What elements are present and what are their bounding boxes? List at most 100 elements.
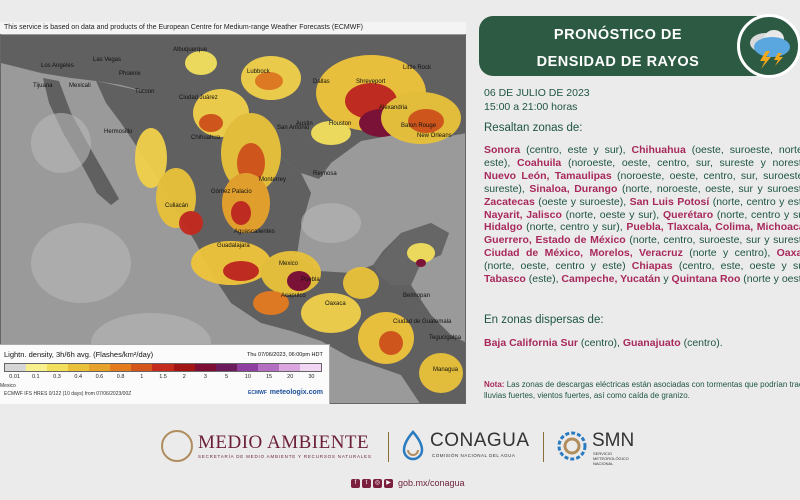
state-detail: (centro, este y sur), [520, 144, 632, 156]
city-label: Culiacán [165, 203, 189, 209]
title-banner: PRONÓSTICO DE DENSIDAD DE RAYOS [479, 16, 757, 76]
city-label: Monterrey [259, 177, 287, 183]
city-label: Los Angeles [41, 63, 74, 69]
state-detail: (centro), [577, 337, 623, 349]
conagua-logo-icon [402, 430, 424, 461]
title-line-1: PRONÓSTICO DE [553, 27, 683, 43]
state-name: Ciudad de México, Morelos, Veracruz [484, 247, 683, 260]
legend-tick-label: 15 [265, 374, 273, 380]
city-label: Austin [296, 121, 313, 127]
state-name: Guanajuato [622, 337, 681, 349]
ecmwf-logo: ECMWF [248, 390, 267, 396]
city-label: Shreveport [356, 79, 386, 85]
legend-valid-time: Thu 07/06/2023, 06:00pm HDT [247, 352, 323, 358]
legend-color-swatch [299, 364, 321, 371]
city-label: Tijuana [33, 83, 53, 89]
legend-tick-label: 30 [308, 374, 315, 380]
state-detail: y [660, 273, 672, 286]
state-detail: (norte, oeste y sur), [561, 208, 663, 221]
city-label: Baton Rouge [401, 123, 437, 129]
legend-title: Lightn. density, 3h/6h avg. (Flashes/km²… [4, 350, 154, 359]
legend-tick-label: 0.4 [74, 374, 83, 380]
city-label: Gómez Palacio [211, 189, 252, 195]
facebook-icon[interactable]: f [351, 479, 360, 488]
city-label: Ciudad de Guatemala [393, 319, 452, 325]
state-name: Puebla, Tlaxcala, Colima, Michoacán, Gue… [484, 221, 800, 247]
legend-tick-label: 0.1 [31, 374, 40, 380]
state-name: Nuevo León, Tamaulipas [484, 169, 612, 182]
highlight-zones-text: Sonora (centro, este y sur), Chihuahua (… [484, 144, 800, 286]
divider [543, 432, 544, 462]
state-detail: (centro). [680, 337, 723, 349]
legend-tick-label: 0.01 [9, 374, 20, 380]
city-label: Ciudad Juárez [179, 95, 218, 101]
legend-color-scale [4, 363, 322, 372]
state-detail: (oeste, suroeste, norte y este), [484, 144, 800, 169]
dispersed-lead: En zonas dispersas de: [484, 314, 604, 326]
footer-logos: MEDIO AMBIENTE SECRETARÍA DE MEDIO AMBIE… [0, 418, 800, 478]
map-credit: This service is based on data and produc… [0, 22, 466, 34]
city-label: Aguascalientes [234, 229, 275, 235]
legend-color-swatch [257, 364, 279, 371]
legend-color-swatch [47, 364, 69, 371]
legend-ticks: 0.01 0.1 0.3 0.4 0.6 0.8 1 1.5 2 3 5 10 15 20 30 [4, 374, 322, 380]
gob-url-link[interactable]: gob.mx/conagua [398, 478, 465, 488]
forecast-date: 06 DE JULIO DE 2023 [484, 87, 590, 99]
city-label: Phoenix [119, 71, 141, 77]
conagua-logo: CONAGUA [430, 430, 530, 451]
storm-cloud-icon [737, 14, 800, 78]
legend-color-swatch [26, 364, 48, 371]
state-name: Sonora [484, 144, 521, 156]
state-detail: (noroeste, oeste, centro, sur, suroeste … [484, 169, 800, 195]
legend-source: ECMWF IFS HRES 0/122 (10 days) from 07/0… [4, 391, 132, 397]
state-name: Quintana Roo [671, 273, 741, 286]
twitter-icon[interactable]: t [362, 479, 371, 488]
legend-color-swatch [131, 364, 153, 371]
note-label: Nota: [484, 380, 505, 389]
mexico-seal-icon [161, 430, 193, 462]
city-label: Houston [329, 121, 352, 127]
legend-tick-label: 1 [140, 374, 144, 380]
legend-tick-label: 10 [244, 374, 251, 380]
city-label: Mexico [279, 261, 299, 267]
note-text: Las zonas de descargas eléctricas están … [484, 380, 800, 400]
legend-tick-label: 3 [203, 374, 207, 380]
forecast-hours: 15:00 a 21:00 horas [484, 101, 578, 113]
bottom-bar: f t ◎ ▶ gob.mx/conagua [0, 473, 800, 495]
social-links: f t ◎ ▶ [351, 479, 393, 488]
city-label: Belmopan [403, 293, 431, 299]
city-label: Lubbock [247, 69, 270, 75]
state-detail: (oeste y suroeste), [534, 195, 630, 208]
legend-color-swatch [194, 364, 216, 371]
meteologix-logo: meteologix.com [269, 389, 323, 396]
city-label: Oaxaca [325, 301, 346, 307]
medio-ambiente-logo: MEDIO AMBIENTE [198, 432, 370, 453]
legend-color-swatch [5, 364, 27, 371]
title-line-2: DENSIDAD DE RAYOS [536, 54, 700, 70]
city-label: Chihuahua [191, 135, 221, 141]
youtube-icon[interactable]: ▶ [384, 479, 393, 488]
city-label: Las Vegas [93, 57, 122, 63]
city-label: Tegucigalpa [429, 335, 462, 341]
city-label: Little Rock [403, 65, 432, 71]
city-label: Alexandria [379, 105, 408, 111]
state-detail: (norte, oeste, centro y este) [484, 260, 632, 273]
city-label: New Orleans [417, 133, 452, 139]
state-name: Hidalgo [484, 221, 523, 234]
legend-tick-label: 20 [287, 374, 294, 380]
legend-color-swatch [110, 364, 132, 371]
dispersed-zones-text: Baja California Sur (centro), Guanajuato… [484, 337, 723, 349]
legend-tick-label: 1.5 [159, 374, 167, 380]
legend-location: Mexico [0, 383, 16, 389]
state-detail: (este), [525, 273, 562, 286]
legend-tick-label: 0.6 [95, 374, 104, 380]
legend-color-swatch [152, 364, 174, 371]
highlight-lead: Resaltan zonas de: [484, 122, 583, 134]
conagua-subtitle: COMISIÓN NACIONAL DEL AGUA [432, 453, 516, 458]
city-label: Managua [433, 367, 459, 373]
state-name: Zacatecas [484, 195, 535, 208]
instagram-icon[interactable]: ◎ [373, 479, 382, 488]
legend-tick-label: 0.3 [53, 374, 61, 380]
state-detail: (norte, noroeste, oeste, sur y suroeste)… [617, 182, 800, 195]
state-name: Tabasco [484, 273, 526, 286]
